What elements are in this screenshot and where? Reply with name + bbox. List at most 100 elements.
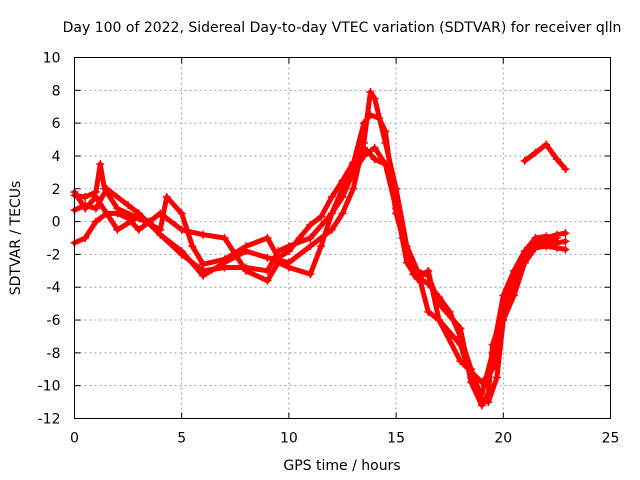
data-point <box>542 140 551 149</box>
axis-ticks <box>74 57 611 419</box>
data-point <box>561 245 570 254</box>
data-point <box>424 307 433 316</box>
data-point <box>520 247 529 256</box>
x-tick-label: 10 <box>280 431 298 447</box>
data-point <box>274 247 283 256</box>
data-point <box>456 340 465 349</box>
data-point <box>199 230 208 239</box>
data-point <box>392 201 401 210</box>
data-point <box>327 225 336 234</box>
data-point <box>531 234 540 242</box>
y-tick-label: -4 <box>47 280 61 296</box>
data-point <box>542 232 551 241</box>
data-point <box>91 192 100 201</box>
data-point <box>561 229 570 238</box>
data-point <box>242 263 251 272</box>
data-point <box>113 209 122 218</box>
data-point <box>552 155 561 164</box>
y-tick-label: 4 <box>52 149 61 165</box>
data-point <box>306 242 315 251</box>
data-point <box>327 209 336 218</box>
y-axis-label: SDTVAR / TECUs <box>8 181 24 296</box>
data-point <box>263 234 272 242</box>
data-point <box>338 192 347 201</box>
data-point <box>284 263 293 272</box>
chart-title: Day 100 of 2022, Sidereal Day-to-day VTE… <box>63 20 622 36</box>
data-point <box>402 258 411 267</box>
data-series <box>70 87 570 410</box>
data-point <box>81 204 90 213</box>
data-point <box>263 253 272 262</box>
data-point <box>561 237 570 246</box>
data-point <box>456 324 465 333</box>
x-tick-label: 15 <box>387 431 405 447</box>
data-point <box>456 357 465 366</box>
x-tick-label: 0 <box>70 431 79 447</box>
data-point <box>199 266 208 275</box>
data-point <box>263 276 272 285</box>
series-track-e-markers <box>520 140 570 174</box>
data-point <box>424 266 433 275</box>
data-point <box>552 243 561 252</box>
data-point <box>220 234 229 242</box>
y-tick-label: -10 <box>38 379 61 395</box>
data-point <box>91 217 100 226</box>
data-point <box>263 266 272 275</box>
x-axis-label: GPS time / hours <box>283 458 400 474</box>
data-point <box>188 242 197 251</box>
data-point <box>145 217 154 226</box>
data-point <box>359 119 368 128</box>
data-point <box>520 156 529 165</box>
data-point <box>370 94 379 103</box>
y-tick-label: 2 <box>52 182 61 198</box>
data-point <box>96 160 105 169</box>
series-track-d-markers <box>70 143 561 398</box>
data-point <box>477 389 486 398</box>
data-point <box>477 401 486 410</box>
data-point <box>349 184 358 193</box>
y-tick-label: 10 <box>43 51 61 67</box>
data-point <box>113 225 122 234</box>
data-point <box>284 242 293 251</box>
data-point <box>349 168 358 177</box>
y-tick-label: 0 <box>52 215 61 231</box>
data-point <box>317 242 326 251</box>
data-point <box>81 234 90 242</box>
x-tick-label: 20 <box>494 431 512 447</box>
y-tick-labels: -12 -10 -8 -6 -4 -2 0 2 4 6 8 10 <box>38 51 61 428</box>
data-point <box>306 220 315 229</box>
grid <box>74 57 611 419</box>
data-point <box>338 209 347 218</box>
data-point <box>134 225 143 234</box>
data-point <box>306 234 315 242</box>
data-point <box>366 110 375 119</box>
data-point <box>327 192 336 201</box>
data-point <box>370 143 379 152</box>
y-tick-label: -6 <box>47 313 61 329</box>
data-point <box>177 225 186 234</box>
data-point <box>317 212 326 221</box>
data-point <box>274 258 283 267</box>
y-tick-label: 6 <box>52 116 61 132</box>
data-point <box>434 316 443 325</box>
data-point <box>467 373 476 382</box>
data-point <box>374 114 383 123</box>
data-point <box>381 127 390 136</box>
data-point <box>531 148 540 157</box>
data-point <box>359 151 368 160</box>
data-point <box>102 184 111 193</box>
data-point <box>520 258 529 267</box>
y-tick-label: 8 <box>52 83 61 99</box>
data-point <box>134 212 143 221</box>
series-track-e <box>522 142 568 172</box>
data-point <box>510 266 519 275</box>
data-point <box>156 230 165 239</box>
data-point <box>242 247 251 256</box>
data-point <box>499 291 508 300</box>
data-point <box>370 155 379 164</box>
data-point <box>510 283 519 292</box>
data-point <box>162 192 171 201</box>
data-point <box>306 270 315 279</box>
data-point <box>91 204 100 213</box>
